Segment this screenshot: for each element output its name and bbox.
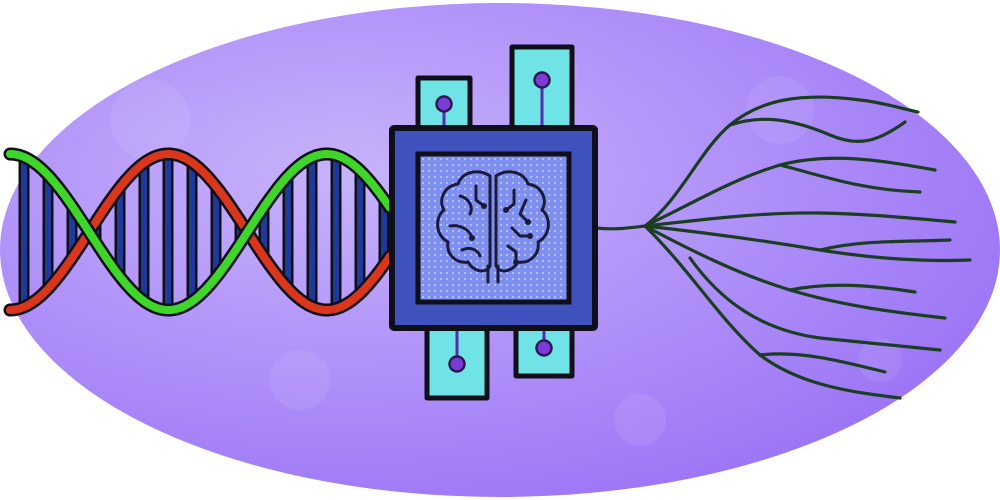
branch-5a <box>788 283 917 294</box>
brain-fold-left <box>448 184 486 258</box>
brain-fold-right <box>504 188 532 264</box>
dna-strand-a <box>6 150 394 314</box>
branch-3 <box>643 211 957 228</box>
dna-strand-b <box>6 150 394 314</box>
brain-circuit-nodes <box>469 203 533 265</box>
branch-1b <box>858 98 920 114</box>
branch-4a <box>818 238 952 252</box>
brain-stem <box>486 264 500 284</box>
dna-helix-icon <box>3 147 397 317</box>
branch-7 <box>688 256 942 352</box>
branch-icon <box>594 95 972 400</box>
branch-1a <box>728 117 907 143</box>
brain-left-hemisphere <box>436 170 492 273</box>
branch-2a <box>778 163 922 194</box>
brain-icon <box>436 170 550 284</box>
branch-trunk <box>594 224 647 231</box>
branch-6a <box>758 352 887 374</box>
pin-dots <box>435 71 553 373</box>
dna-base-pairs <box>18 154 390 310</box>
brain-right-hemisphere <box>494 170 550 273</box>
chip-screen <box>415 151 572 305</box>
